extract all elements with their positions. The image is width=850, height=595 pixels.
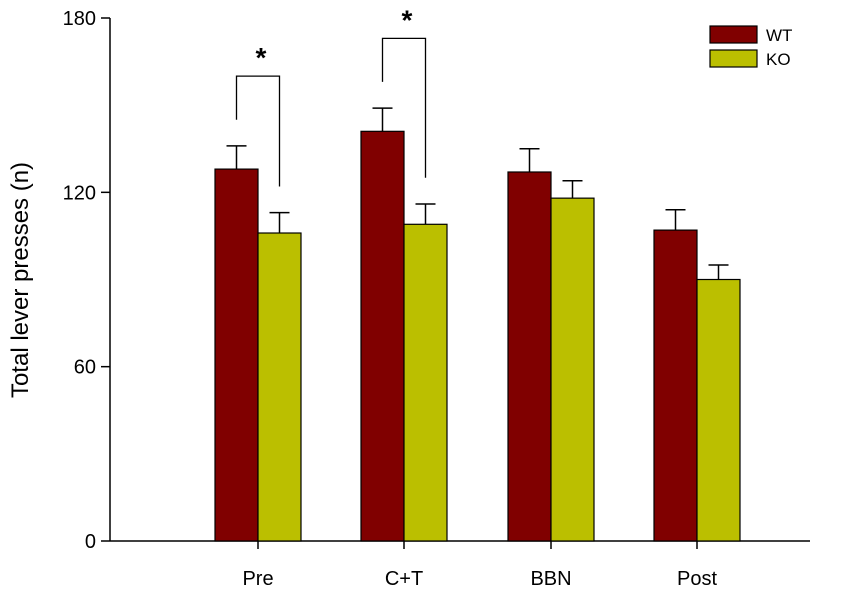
legend-swatch-ko [709, 49, 758, 68]
y-tick-label: 60 [74, 357, 96, 379]
x-tick-label: Pre [242, 568, 273, 590]
bar-ko-ct [403, 223, 448, 542]
bar-ko-pre [257, 232, 302, 542]
bar-ko-post [696, 278, 741, 542]
bar-wt-bbn [507, 171, 552, 542]
bars [214, 107, 741, 542]
y-tick-label: 0 [85, 531, 96, 553]
legend: WT KO [709, 25, 792, 69]
legend-label-ko: KO [766, 50, 791, 69]
x-tick-label: Post [677, 568, 717, 590]
x-tick-label: C+T [385, 568, 423, 590]
x-tick-label: BBN [530, 568, 571, 590]
y-tick-label: 120 [63, 182, 96, 204]
legend-label-wt: WT [766, 26, 792, 45]
y-tick-label: 180 [63, 8, 96, 30]
labels: 0 60 120 180 Pre C+T BBN Post [63, 8, 718, 590]
significance-bracket [235, 75, 281, 187]
bar-wt-ct [360, 130, 405, 542]
significance-annotations: ** [235, 4, 427, 187]
bar-wt-pre [214, 168, 259, 542]
legend-swatch-wt [709, 25, 758, 44]
significance-star: * [256, 42, 267, 73]
bar-ko-bbn [550, 197, 595, 542]
significance-star: * [402, 4, 413, 35]
significance-bracket [381, 37, 427, 178]
bar-wt-post [653, 229, 698, 542]
y-axis-title: Total lever presses (n) [7, 162, 34, 398]
